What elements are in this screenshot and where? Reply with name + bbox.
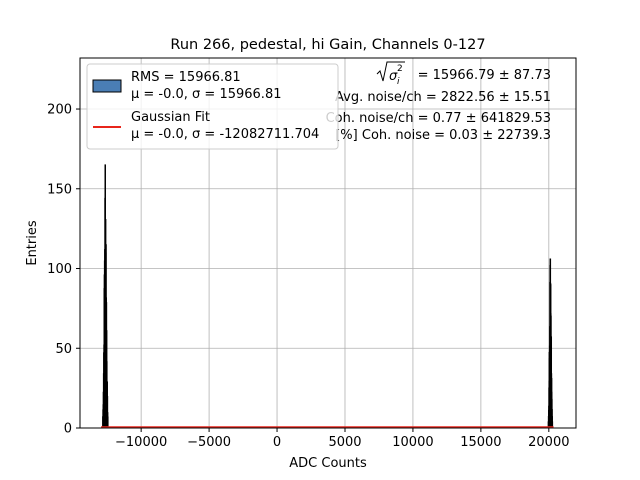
y-tick-label: 50	[55, 342, 72, 357]
sigma-annotation: σ i 2 = 15966.79 ± 87.73	[376, 61, 551, 87]
legend-histogram-patch	[92, 79, 122, 93]
x-axis-ticks: −10000 −5000 0 5000 10000 15000 20000	[115, 428, 570, 450]
x-tick-label: −10000	[115, 435, 167, 450]
y-tick-label: 0	[64, 422, 72, 437]
x-tick-label: 0	[273, 435, 281, 450]
x-axis-label: ADC Counts	[289, 456, 367, 471]
coh-noise-ch-annotation: Coh. noise/ch = 0.77 ± 641829.53	[326, 111, 551, 126]
legend-fit-line2: μ = -0.0, σ = -12082711.704	[131, 127, 319, 142]
coh-noise-annotation: [%] Coh. noise = 0.03 ± 22739.3	[335, 128, 551, 143]
x-tick-label: −5000	[187, 435, 231, 450]
legend-fit-line1: Gaussian Fit	[131, 110, 210, 125]
x-tick-label: 5000	[328, 435, 361, 450]
y-tick-label: 100	[47, 262, 72, 277]
legend-histogram-line2: μ = -0.0, σ = 15966.81	[131, 87, 281, 102]
y-axis-ticks: 0 50 100 150 200	[47, 103, 80, 437]
sigma-symbol: σ	[389, 69, 398, 84]
y-tick-label: 200	[47, 103, 72, 118]
x-tick-label: 20000	[528, 435, 569, 450]
legend-box	[86, 63, 339, 150]
sigma-superscript: 2	[397, 64, 403, 74]
histogram-bars	[102, 164, 554, 429]
plot-frame	[79, 57, 577, 429]
sigma-value: = 15966.79 ± 87.73	[418, 68, 551, 83]
legend: RMS = 15966.81 μ = -0.0, σ = 15966.81 Ga…	[86, 63, 339, 150]
y-tick-label: 150	[47, 182, 72, 197]
x-tick-label: 10000	[392, 435, 433, 450]
avg-noise-annotation: Avg. noise/ch = 2822.56 ± 15.51	[335, 90, 551, 105]
y-axis-label: Entries	[25, 220, 40, 266]
legend-histogram-line1: RMS = 15966.81	[131, 70, 241, 85]
sqrt-symbol	[376, 61, 405, 82]
x-tick-label: 15000	[460, 435, 501, 450]
sigma-subscript: i	[397, 77, 400, 87]
chart-title: Run 266, pedestal, hi Gain, Channels 0-1…	[170, 37, 485, 53]
